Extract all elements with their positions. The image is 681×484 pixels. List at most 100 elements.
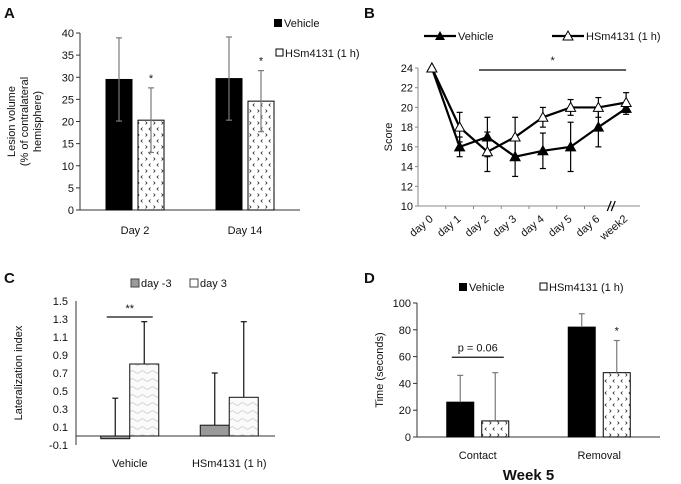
data-point <box>592 101 605 112</box>
y-tick-label: 5 <box>68 183 74 195</box>
y-tick-label: 20 <box>401 102 413 114</box>
y-tick-label: 10 <box>401 201 413 213</box>
x-tick-label: day 5 <box>546 213 574 239</box>
y-tick-label: 1.3 <box>53 314 68 326</box>
y-tick-label: 40 <box>62 28 74 40</box>
y-tick-label: 15 <box>62 139 74 151</box>
y-tick-label: 60 <box>399 352 411 364</box>
y-tick-label: 0.3 <box>53 404 68 416</box>
data-point <box>592 121 605 132</box>
y-axis-label: Time (seconds) <box>374 332 386 407</box>
y-tick-label: 18 <box>401 122 413 134</box>
y-tick-label: 20 <box>399 405 411 417</box>
y-tick-label: 0 <box>405 432 411 444</box>
x-tick-label: Contact <box>459 450 497 462</box>
panel-label-b: B <box>364 5 375 22</box>
legend-swatch-vehicle <box>459 283 467 291</box>
chart-title-week5: Week 5 <box>503 467 554 484</box>
data-point <box>509 130 521 142</box>
panel-a: 0 5 10 15 20 25 30 35 40 Lesion volume (% of contr… <box>6 18 360 237</box>
panel-label-a: A <box>4 5 15 22</box>
bar <box>100 435 131 440</box>
x-tick-label: day 6 <box>574 213 602 239</box>
legend-label-vehicle: Vehicle <box>284 18 319 30</box>
x-tick-label: Vehicle <box>112 458 147 470</box>
significance-asterisk: * <box>550 55 555 67</box>
legend-swatch-vehicle <box>274 19 282 27</box>
bar <box>481 420 510 438</box>
bar <box>446 401 475 438</box>
x-tick-label: Day 2 <box>121 225 150 237</box>
data-point <box>620 96 632 107</box>
data-point <box>537 144 549 156</box>
axis-break-mark <box>606 200 612 212</box>
y-axis-label: hemisphere) <box>32 91 44 152</box>
y-tick-label: 10 <box>62 161 74 173</box>
data-point <box>453 140 466 152</box>
panel-b: 10 12 14 16 18 20 22 24 day 0 day 1 day 2 day 3 day … <box>383 29 661 243</box>
bar <box>228 396 259 437</box>
y-tick-label: 12 <box>401 181 413 193</box>
significance-asterisk: * <box>149 73 154 85</box>
y-tick-label: 80 <box>399 325 411 337</box>
y-tick-label: 0.5 <box>53 386 68 398</box>
x-tick-label: HSm4131 (1 h) <box>192 458 267 470</box>
panel-d: 0 20 40 60 80 100 Time (seconds) Contact Removal… <box>374 282 660 484</box>
legend-label-day3: day 3 <box>200 278 227 290</box>
legend-label-day-minus3: day -3 <box>141 278 172 290</box>
x-tick-label: day 2 <box>463 213 491 239</box>
y-tick-label: 35 <box>62 50 74 62</box>
x-tick-label: week2 <box>597 213 630 243</box>
y-tick-label: 1.5 <box>53 296 68 308</box>
legend-marker-hsm4131 <box>562 29 574 41</box>
panel-label-c: C <box>4 270 15 287</box>
data-point <box>564 140 577 152</box>
y-tick-label: 30 <box>62 72 74 84</box>
x-tick-label: day 0 <box>407 213 435 239</box>
y-tick-label: 14 <box>401 162 413 174</box>
axis-break-mark <box>610 200 616 212</box>
p-value-label: p = 0.06 <box>458 342 498 354</box>
y-axis-label: Lesion volume <box>6 86 18 157</box>
x-tick-label: Day 14 <box>228 225 263 237</box>
x-tick-label: day 3 <box>491 213 519 239</box>
legend-label-hsm4131: HSm4131 (1 h) <box>549 282 624 294</box>
legend-swatch-hsm4131 <box>275 48 284 57</box>
data-point <box>453 121 466 132</box>
y-tick-label: -0.1 <box>49 440 68 452</box>
y-tick-label: 16 <box>401 142 413 154</box>
x-tick-label: Removal <box>578 450 621 462</box>
legend-swatch-hsm4131 <box>539 282 548 291</box>
legend-swatch-day-minus3 <box>130 278 140 288</box>
y-tick-label: 0.7 <box>53 368 68 380</box>
legend-label-vehicle: Vehicle <box>469 282 504 294</box>
bar <box>129 363 160 437</box>
y-tick-label: 1.1 <box>53 332 68 344</box>
x-tick-label: day 1 <box>435 213 463 239</box>
significance-asterisk: * <box>259 56 264 68</box>
y-axis-label: (% of contralateral <box>19 77 31 166</box>
significance-asterisk: * <box>615 326 620 338</box>
y-tick-label: 40 <box>399 378 411 390</box>
data-point <box>426 61 438 73</box>
data-point <box>481 145 494 157</box>
y-tick-label: 20 <box>62 117 74 129</box>
data-point <box>564 101 577 112</box>
y-axis-label: Score <box>383 123 395 152</box>
legend-marker-vehicle <box>435 31 445 40</box>
y-tick-label: 0 <box>68 205 74 217</box>
significance-asterisks: ** <box>125 303 134 315</box>
bar <box>602 372 631 438</box>
legend-label-hsm4131: HSm4131 (1 h) <box>586 31 661 43</box>
y-tick-label: 0.1 <box>53 422 68 434</box>
legend-label-hsm4131: HSm4131 (1 h) <box>285 48 360 60</box>
y-tick-label: 100 <box>393 298 411 310</box>
y-tick-label: 24 <box>401 63 413 75</box>
panel-c: -0.1 0.1 0.3 0.5 0.7 0.9 1.1 1.3 1.5 Lateralizati… <box>13 278 275 470</box>
y-tick-label: 25 <box>62 94 74 106</box>
y-tick-label: 22 <box>401 83 413 95</box>
bar <box>567 326 596 438</box>
bar <box>247 100 275 211</box>
bar <box>199 424 230 437</box>
